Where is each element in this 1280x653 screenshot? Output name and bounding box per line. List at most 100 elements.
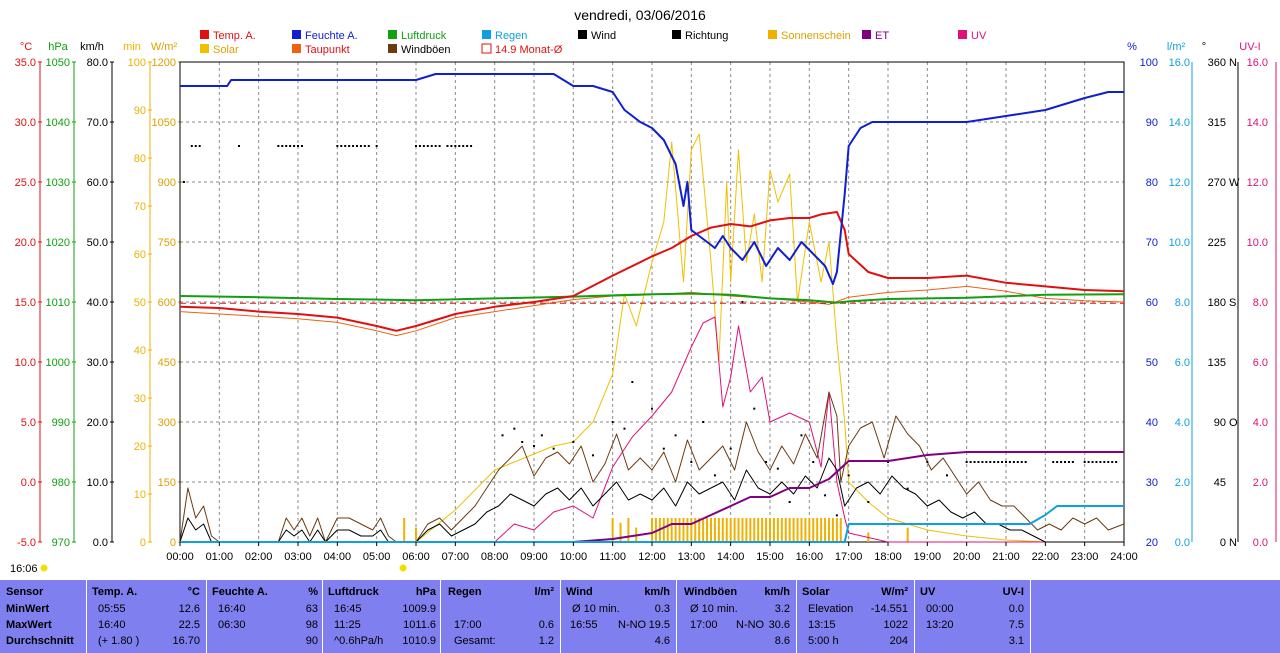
legend-swatch (672, 30, 681, 39)
direction-point (293, 145, 296, 147)
tick-label: 225 (1208, 237, 1226, 249)
series-wind (179, 457, 1124, 543)
tick-label: 12.0 (1247, 177, 1268, 189)
stats-solar-time: Elevation (808, 603, 854, 615)
x-tick-label: 22:00 (1032, 551, 1060, 563)
tick-label: 16.0 (1247, 57, 1268, 69)
direction-point (623, 427, 626, 430)
legend-label-taupunkt: Taupunkt (305, 44, 350, 56)
series-richtung (182, 145, 1118, 517)
legend-label-regen: Regen (495, 30, 527, 42)
current-time-label: 16:06 (10, 563, 38, 575)
stats-rain-value: 1.2 (538, 635, 554, 647)
axis-unit-right: % (1127, 41, 1137, 53)
direction-point (847, 474, 850, 477)
stats-header-hum: Feuchte A. (212, 586, 268, 598)
direction-point (430, 145, 433, 147)
x-tick-label: 09:00 (520, 551, 548, 563)
direction-point (356, 145, 358, 147)
direction-point (540, 434, 543, 437)
x-tick-label: 03:00 (284, 551, 312, 563)
direction-point (1115, 461, 1118, 463)
stats-rain-time: Gesamt: (454, 635, 496, 647)
tick-label: 0.0 (21, 477, 36, 489)
x-tick-label: 15:00 (756, 551, 784, 563)
direction-point (438, 145, 441, 147)
tick-label: 50 (134, 297, 146, 309)
tick-label: 45 (1214, 477, 1226, 489)
tick-label: 1050 (46, 57, 70, 69)
series-et (180, 451, 1124, 543)
legend-label-windb-en: Windböen (401, 44, 451, 56)
tick-label: 25.0 (15, 177, 36, 189)
direction-point (997, 461, 1000, 463)
stats-wind-time: 16:55 (570, 619, 598, 631)
tick-label: 0 (140, 537, 146, 549)
direction-letter: S (1229, 297, 1236, 309)
legend-label-14-9-monat: 14.9 Monat-Ø (495, 44, 563, 56)
sun-marker-icon (40, 564, 48, 572)
stats-header-unit-wind: km/h (644, 586, 670, 598)
axis-unit-km-h: km/h (80, 41, 104, 53)
direction-point (1056, 461, 1059, 463)
tick-label: 14.0 (1247, 117, 1268, 129)
direction-point (1008, 461, 1011, 463)
direction-letter: N (1229, 537, 1237, 549)
tick-label: 900 (158, 177, 176, 189)
plot-area (179, 73, 1125, 543)
legend-label-luftdruck: Luftdruck (401, 30, 447, 42)
legend-label-uv: UV (971, 30, 987, 42)
column-separator (86, 580, 87, 653)
stats-uv-time: 00:00 (926, 603, 954, 615)
direction-point (985, 461, 988, 463)
direction-point (926, 461, 929, 463)
tick-label: 0 (170, 537, 176, 549)
x-tick-label: 24:00 (1110, 551, 1138, 563)
column-separator (206, 580, 207, 653)
weather-chart: vendredi, 03/06/2016 Temp. A. Feuchte A. L… (10, 7, 1277, 575)
direction-point (190, 145, 193, 147)
legend-label-temp-a: Temp. A. (213, 30, 256, 42)
stats-header-solar: Solar (802, 586, 830, 598)
tick-label: 180 (1208, 297, 1226, 309)
column-separator (676, 580, 677, 653)
series-regen (180, 505, 1124, 543)
direction-point (1107, 461, 1110, 463)
direction-point (753, 407, 756, 410)
legend-swatch (482, 30, 491, 39)
series-sonnenschein (403, 518, 909, 542)
series-windb-en (179, 391, 1125, 543)
tick-label: 8.0 (1253, 297, 1268, 309)
tick-label: 70 (1146, 237, 1158, 249)
stats-header-gust: Windböen (684, 586, 738, 598)
axis-unit-w-m: W/m² (151, 41, 178, 53)
direction-point (285, 145, 288, 147)
x-tick-label: 06:00 (402, 551, 430, 563)
tick-label: 35.0 (15, 57, 36, 69)
stats-uv-time: 13:20 (926, 619, 954, 631)
stats-header-press: Luftdruck (328, 586, 379, 598)
direction-point (1087, 461, 1090, 463)
direction-point (281, 145, 284, 147)
stats-header-unit-solar: W/m² (881, 586, 908, 598)
direction-point (552, 447, 555, 450)
stats-wind-value: 19.5 (648, 619, 670, 631)
legend-label-et: ET (875, 30, 889, 42)
direction-point (462, 145, 465, 147)
legend-swatch (200, 44, 209, 53)
column-separator (440, 580, 441, 653)
tick-label: 90 (1146, 117, 1158, 129)
x-tick-label: 00:00 (166, 551, 194, 563)
series-line-temp-a (179, 211, 1125, 332)
stats-header-temp: Temp. A. (92, 586, 138, 598)
direction-point (1099, 461, 1102, 463)
tick-label: 4.0 (1175, 417, 1190, 429)
legend-swatch (388, 44, 397, 53)
direction-point (592, 454, 594, 457)
column-separator (1030, 580, 1031, 653)
stats-row-label: Durchschnitt (6, 635, 74, 647)
tick-label: 30.0 (15, 117, 36, 129)
series-line-regen (180, 505, 1124, 543)
tick-label: 60 (134, 249, 146, 261)
legend-label-richtung: Richtung (685, 30, 728, 42)
